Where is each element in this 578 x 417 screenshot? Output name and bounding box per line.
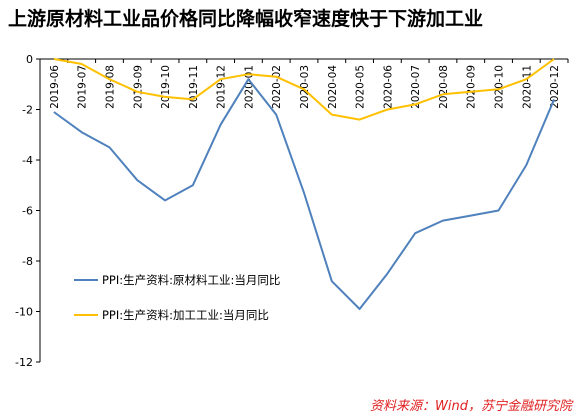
x-tick-label: 2019-07 [77, 65, 89, 109]
legend-label-raw-materials: PPI:生产资料:原材料工业:当月同比 [102, 273, 280, 287]
y-tick-label: -12 [15, 356, 33, 369]
y-tick-label: -6 [22, 205, 33, 218]
legend-label-processing: PPI:生产资料:加工工业:当月同比 [102, 308, 269, 322]
source-note: 资料来源：Wind，苏宁金融研究院 [370, 399, 572, 414]
legend: PPI:生产资料:原材料工业:当月同比 PPI:生产资料:加工工业:当月同比 [74, 273, 280, 322]
x-tick-label: 2020-01 [243, 65, 255, 109]
x-tick-label: 2020-06 [382, 65, 394, 109]
y-tick-label: -4 [22, 154, 33, 167]
y-tick-label: -8 [22, 255, 33, 268]
y-axis-ticks: 0 -2 -4 -6 -8 -10 -12 [15, 53, 40, 369]
x-tick-label: 2019-12 [216, 65, 228, 109]
x-tick-label: 2020-03 [299, 65, 311, 109]
y-tick-label: -10 [15, 306, 33, 319]
x-tick-label: 2020-02 [271, 65, 283, 109]
chart-title: 上游原材料工业品价格同比降幅收窄速度快于下游加工业 [8, 8, 484, 30]
y-tick-label: 0 [26, 53, 33, 66]
x-tick-label: 2019-10 [160, 65, 172, 109]
x-tick-label: 2020-10 [494, 65, 506, 109]
x-tick-label: 2020-12 [549, 65, 561, 109]
x-tick-label: 2020-11 [521, 65, 533, 109]
x-tick-label: 2019-11 [188, 65, 200, 109]
x-tick-label: 2019-08 [104, 65, 116, 109]
series-line-processing [53, 58, 555, 121]
x-tick-label: 2020-09 [466, 65, 478, 109]
series-line-raw-materials [53, 78, 556, 310]
x-tick-label: 2019-09 [132, 65, 144, 109]
y-tick-label: -2 [22, 104, 33, 117]
x-tick-label: 2020-04 [327, 65, 339, 109]
x-tick-label: 2020-05 [355, 65, 367, 109]
series-lines [53, 58, 556, 310]
x-tick-label: 2019-06 [49, 65, 61, 109]
x-tick-label: 2020-08 [438, 65, 450, 109]
x-tick-label: 2020-07 [410, 65, 422, 109]
